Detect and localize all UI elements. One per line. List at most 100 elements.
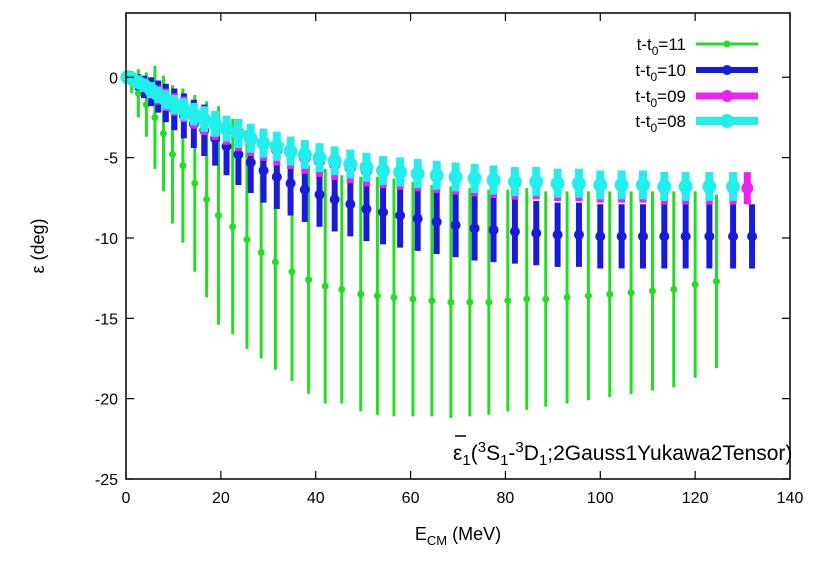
data-point — [680, 231, 691, 242]
data-point — [186, 107, 201, 122]
data-point — [243, 236, 251, 244]
x-tick-label: 60 — [402, 490, 420, 507]
data-point — [691, 281, 699, 289]
legend-label: t-t0=10 — [635, 61, 686, 84]
data-point — [606, 290, 614, 298]
data-point — [657, 179, 672, 194]
data-point — [257, 248, 265, 256]
legend-label: t-t0=11 — [637, 35, 686, 58]
legend-swatch-point — [722, 65, 732, 75]
x-axis-label-unit: (MeV) — [447, 524, 501, 544]
series-4 — [120, 70, 741, 202]
annotation-eps: ε — [453, 442, 462, 465]
data-point — [550, 176, 565, 191]
data-point — [327, 153, 342, 168]
data-point — [616, 231, 627, 242]
data-point — [523, 295, 531, 303]
y-tick-label: 0 — [109, 70, 118, 87]
data-point — [345, 199, 356, 210]
legend-swatch-point — [720, 114, 734, 128]
data-point — [329, 194, 340, 205]
data-point — [429, 168, 444, 183]
data-point — [637, 231, 648, 242]
data-point — [297, 147, 312, 162]
data-point — [702, 179, 717, 194]
legend-swatch-point — [721, 90, 733, 102]
data-point — [269, 139, 284, 154]
data-point — [529, 174, 544, 189]
annotation: ε1(3S1-3D1;2Gauss1Yukawa2Tensor) — [453, 435, 792, 469]
data-point — [726, 179, 741, 194]
data-point — [563, 293, 571, 301]
data-point — [659, 231, 670, 242]
data-point — [378, 207, 389, 218]
legend-item: t-t0=11 — [637, 35, 758, 58]
data-point — [678, 179, 693, 194]
y-tick-label: -20 — [95, 392, 118, 409]
data-point — [321, 282, 329, 290]
data-point — [509, 226, 520, 237]
data-point — [288, 268, 296, 276]
y-tick-label: -25 — [95, 472, 118, 489]
data-point — [728, 231, 739, 242]
data-point — [312, 150, 327, 165]
data-point — [486, 173, 501, 188]
annotation-subS: 1 — [500, 452, 508, 469]
x-tick-label: 140 — [777, 490, 804, 507]
annotation-sup3b: 3 — [515, 439, 523, 456]
data-point — [390, 293, 398, 301]
data-point — [409, 295, 417, 303]
data-point — [573, 229, 584, 240]
data-point — [151, 113, 159, 121]
data-point — [271, 171, 282, 182]
y-tick-label: -5 — [104, 151, 118, 168]
data-point — [179, 162, 187, 170]
data-point — [314, 189, 325, 200]
plot-area — [120, 66, 758, 418]
series-layer — [120, 66, 758, 418]
data-point — [229, 223, 237, 231]
data-point — [285, 178, 296, 189]
data-point — [485, 298, 493, 306]
data-point — [410, 166, 425, 181]
annotation-sup3a: 3 — [478, 439, 486, 456]
data-point — [373, 292, 381, 300]
data-point — [305, 276, 313, 284]
data-point — [231, 126, 246, 141]
data-point — [704, 231, 715, 242]
data-point — [542, 295, 550, 303]
data-point — [584, 292, 592, 300]
data-point — [271, 258, 279, 266]
data-point — [203, 195, 211, 203]
data-point — [648, 287, 656, 295]
data-point — [376, 163, 391, 178]
axis-ticks: 0 20 40 60 80 100 120 140 -25 -20 -15 -10 -5 0 — [95, 13, 804, 507]
data-point — [214, 211, 222, 219]
legend-item: t-t0=09 — [635, 87, 758, 110]
x-axis-label-main: E — [415, 524, 427, 544]
data-point — [256, 136, 271, 151]
data-point — [283, 144, 298, 159]
data-point — [357, 290, 365, 298]
legend-swatch-point — [723, 40, 731, 48]
data-point — [191, 179, 199, 187]
annotation-dash: - — [508, 442, 515, 465]
data-point — [593, 177, 608, 192]
legend-item: t-t0=10 — [635, 61, 758, 84]
data-point — [338, 285, 346, 293]
data-point — [504, 297, 512, 305]
y-tick-label: -10 — [95, 231, 118, 248]
data-point — [258, 165, 269, 176]
data-point — [208, 116, 223, 131]
data-point — [431, 216, 442, 227]
data-point — [233, 149, 244, 160]
data-point — [395, 210, 406, 221]
data-point — [343, 157, 358, 172]
data-point — [243, 131, 258, 146]
data-point — [299, 184, 310, 195]
x-axis-label: ECM (MeV) — [415, 524, 501, 548]
data-point — [614, 177, 629, 192]
x-axis-label-sub: CM — [427, 533, 447, 548]
data-point — [552, 229, 563, 240]
